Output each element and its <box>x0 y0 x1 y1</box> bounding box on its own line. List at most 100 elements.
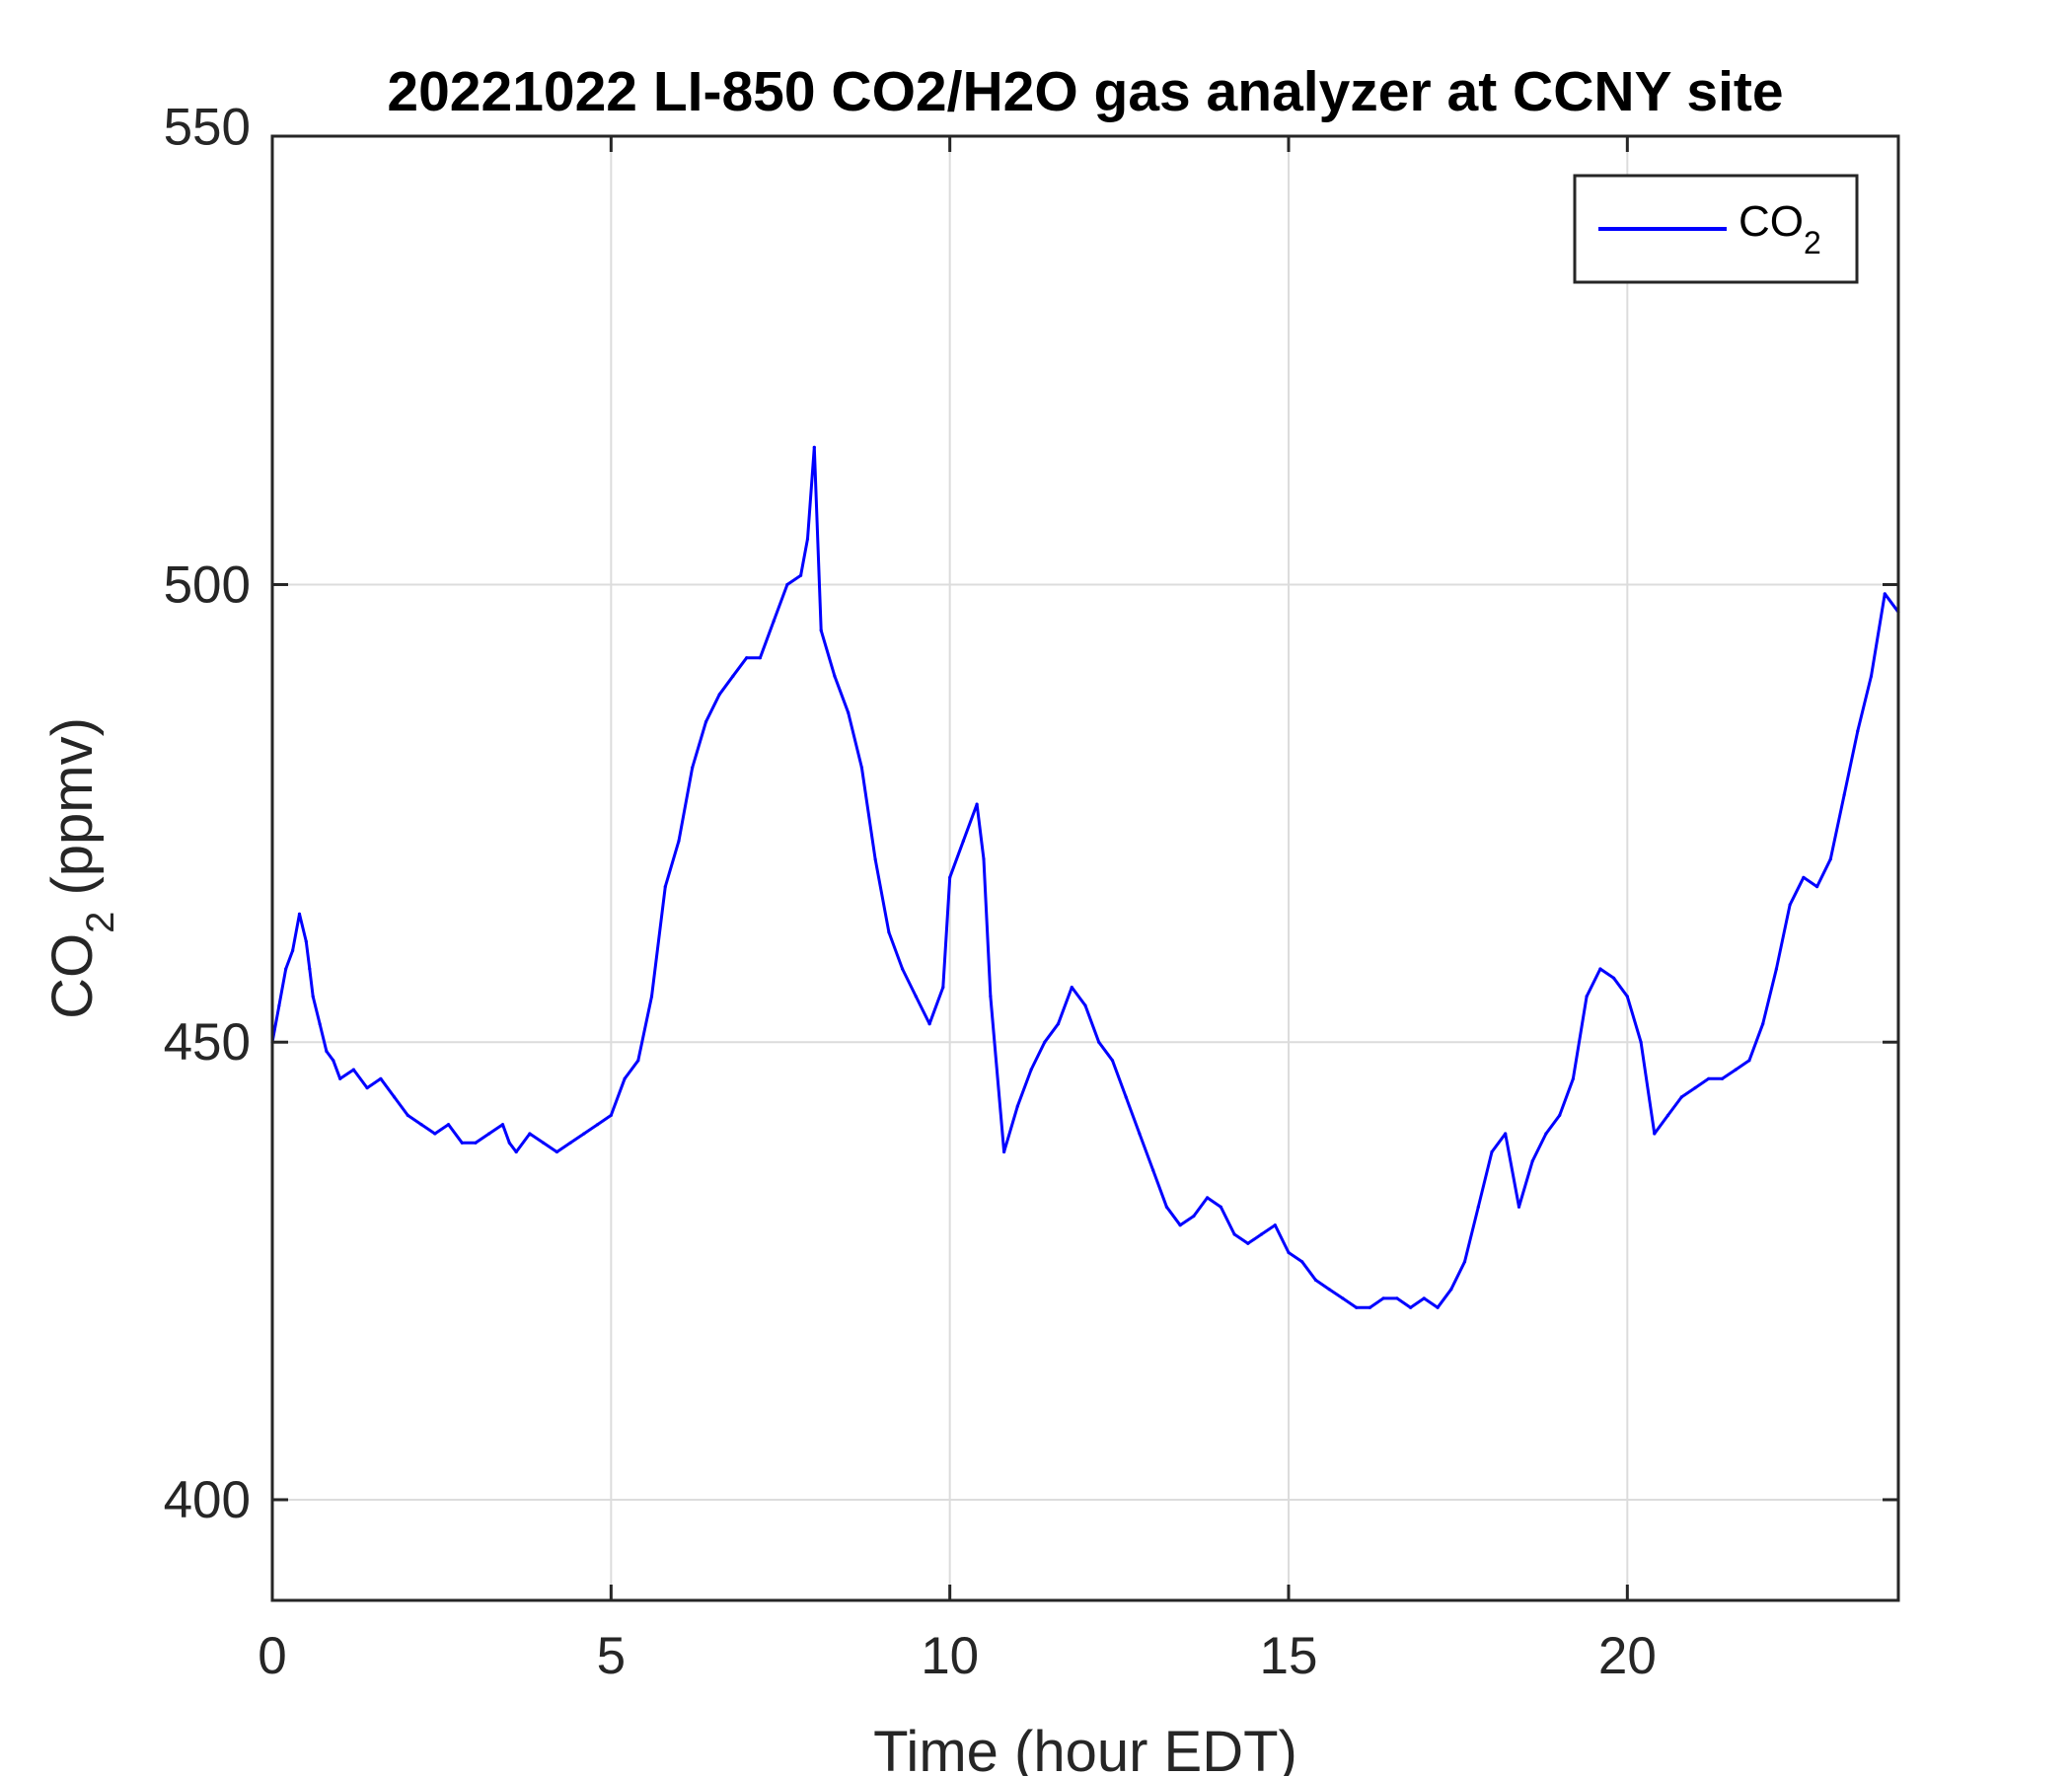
data-point <box>446 1123 451 1127</box>
data-point <box>500 1123 505 1127</box>
data-point <box>1178 1223 1182 1227</box>
chart-title: 20221022 LI-850 CO2/H2O gas analyzer at … <box>387 60 1783 123</box>
data-point <box>873 857 877 861</box>
data-point <box>514 1149 518 1154</box>
x-tick-label: 10 <box>921 1627 979 1685</box>
data-point <box>582 1132 586 1136</box>
data-point <box>1355 1305 1359 1309</box>
data-point <box>663 885 667 889</box>
data-point <box>1422 1296 1426 1300</box>
x-tick-label: 0 <box>258 1627 286 1685</box>
data-point <box>772 620 776 624</box>
data-point <box>1558 1113 1562 1117</box>
data-point <box>1774 967 1778 971</box>
data-point <box>745 656 749 660</box>
data-point <box>325 1049 329 1054</box>
data-point <box>812 445 816 449</box>
data-point <box>833 674 837 678</box>
data-point <box>1409 1305 1413 1309</box>
data-point <box>609 1113 613 1117</box>
data-point <box>318 1022 322 1026</box>
data-point <box>1747 1059 1751 1063</box>
data-point <box>691 766 695 770</box>
data-point <box>277 1003 281 1007</box>
data-point <box>941 986 945 990</box>
ticks <box>270 136 1898 1600</box>
y-tick-label: 400 <box>164 1471 251 1529</box>
legend: CO2 <box>1573 174 1859 284</box>
data-point <box>1259 1232 1264 1236</box>
data-point <box>1273 1223 1277 1227</box>
data-point <box>284 967 288 971</box>
data-point <box>914 995 918 999</box>
data-point <box>304 939 308 943</box>
data-point <box>785 582 789 587</box>
data-point <box>1151 1168 1155 1172</box>
data-point <box>859 766 864 770</box>
data-point <box>1504 1132 1508 1136</box>
data-point <box>1219 1205 1222 1209</box>
data-point <box>460 1141 464 1145</box>
data-point <box>1720 1076 1725 1080</box>
data-point <box>1828 857 1832 861</box>
data-point <box>1449 1288 1453 1292</box>
data-point <box>1788 903 1792 907</box>
data-point <box>1598 967 1602 971</box>
data-point <box>291 948 295 953</box>
y-tick-label: 550 <box>164 99 251 157</box>
data-point <box>1476 1205 1480 1209</box>
data-point <box>1395 1296 1399 1300</box>
series-layer <box>270 445 1900 1309</box>
data-point <box>1436 1305 1440 1309</box>
data-point <box>338 1076 342 1080</box>
data-point <box>1761 1022 1765 1026</box>
data-point <box>1287 1250 1291 1255</box>
data-point <box>1625 995 1629 999</box>
y-axis-label: CO2 (ppmv) <box>40 717 122 1019</box>
data-point <box>731 674 735 678</box>
data-point <box>1517 1205 1521 1209</box>
data-point <box>1313 1278 1318 1282</box>
x-tick-label: 20 <box>1598 1627 1657 1685</box>
data-point <box>1842 793 1846 797</box>
data-point <box>717 693 721 697</box>
data-point <box>1206 1196 1210 1200</box>
data-point <box>1002 1149 1006 1154</box>
data-point <box>982 857 986 861</box>
data-point <box>1693 1086 1697 1090</box>
data-point <box>961 839 966 843</box>
data-point <box>1164 1205 1168 1209</box>
y-tick-label: 450 <box>164 1013 251 1072</box>
data-point <box>1734 1068 1738 1072</box>
data-point <box>1856 729 1860 733</box>
data-point <box>1029 1068 1033 1072</box>
data-point <box>887 930 891 934</box>
data-point <box>805 537 810 541</box>
data-point <box>927 1022 931 1026</box>
data-point <box>636 1059 640 1063</box>
data-point <box>758 656 763 660</box>
data-point <box>948 875 952 879</box>
data-point <box>1585 995 1589 999</box>
x-tick-label: 15 <box>1260 1627 1318 1685</box>
data-point <box>1381 1296 1385 1300</box>
data-point <box>677 839 681 843</box>
data-point <box>1043 1040 1047 1044</box>
legend-label-subscript: 2 <box>1804 225 1821 260</box>
data-point <box>1138 1132 1142 1136</box>
data-point <box>1232 1232 1236 1236</box>
data-point <box>1883 592 1887 596</box>
data-point <box>1192 1214 1196 1219</box>
y-axis-label-main: CO <box>40 933 105 1019</box>
legend-label-co2: CO2 <box>1739 197 1821 260</box>
data-point <box>1327 1288 1331 1292</box>
data-point <box>1571 1076 1575 1080</box>
data-point <box>819 629 823 632</box>
plot-area-frame <box>270 134 1900 1602</box>
data-point <box>1070 986 1073 990</box>
data-point <box>799 573 803 577</box>
data-point <box>297 912 302 917</box>
data-point <box>308 967 312 971</box>
data-point <box>1815 885 1819 889</box>
